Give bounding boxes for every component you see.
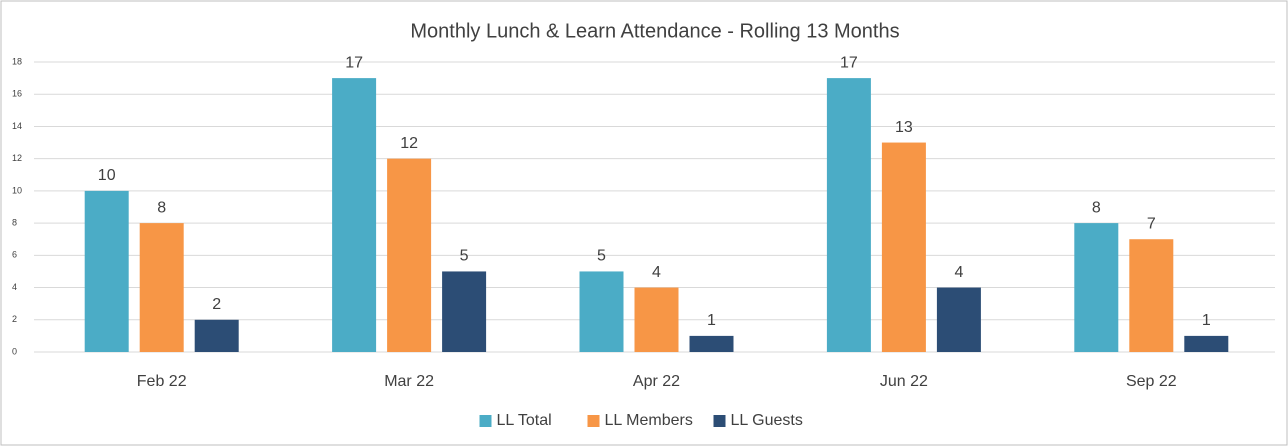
bar	[826, 78, 871, 352]
data-label: 8	[157, 199, 166, 216]
legend-label: LL Total	[497, 412, 552, 429]
bar	[387, 158, 432, 352]
chart-title: Monthly Lunch & Learn Attendance - Rolli…	[410, 20, 899, 42]
legend-swatch	[587, 415, 600, 427]
bar	[634, 287, 679, 352]
x-tick-label: Sep 22	[1126, 373, 1177, 390]
bar	[139, 223, 184, 352]
bar	[84, 190, 129, 352]
y-tick-label: 12	[12, 153, 22, 163]
x-tick-label: Feb 22	[137, 373, 187, 390]
bar	[1184, 335, 1229, 352]
legend-swatch	[479, 415, 492, 427]
legend-label: LL Guests	[731, 412, 803, 429]
x-tick-label: Apr 22	[633, 373, 680, 390]
y-tick-label: 18	[12, 56, 22, 66]
bar	[689, 335, 734, 352]
y-tick-label: 8	[12, 217, 17, 227]
y-tick-label: 0	[12, 346, 17, 356]
data-label: 13	[895, 119, 913, 136]
data-label: 4	[652, 264, 661, 281]
data-label: 10	[98, 167, 116, 184]
bar	[579, 271, 624, 352]
bar	[1074, 223, 1119, 352]
y-tick-label: 2	[12, 314, 17, 324]
data-label: 5	[597, 248, 606, 265]
bar	[1129, 239, 1174, 352]
bar	[881, 142, 926, 352]
y-tick-label: 10	[12, 185, 22, 195]
data-label: 17	[345, 54, 363, 71]
y-tick-label: 4	[12, 282, 17, 292]
x-tick-label: Mar 22	[384, 373, 434, 390]
bar	[936, 287, 981, 352]
data-label: 2	[212, 296, 221, 313]
bar	[332, 78, 377, 352]
y-tick-label: 14	[12, 121, 22, 131]
y-tick-label: 6	[12, 250, 17, 260]
data-label: 17	[840, 54, 858, 71]
legend-label: LL Members	[605, 412, 693, 429]
bar	[194, 319, 239, 352]
bar	[442, 271, 487, 352]
data-label: 12	[400, 135, 418, 152]
data-label: 8	[1092, 199, 1101, 216]
data-label: 7	[1147, 215, 1156, 232]
legend-swatch	[713, 415, 726, 427]
x-tick-label: Jun 22	[880, 373, 928, 390]
y-tick-label: 16	[12, 89, 22, 99]
data-label: 4	[954, 264, 963, 281]
data-label: 5	[460, 248, 469, 265]
data-label: 1	[1202, 312, 1211, 329]
data-label: 1	[707, 312, 716, 329]
